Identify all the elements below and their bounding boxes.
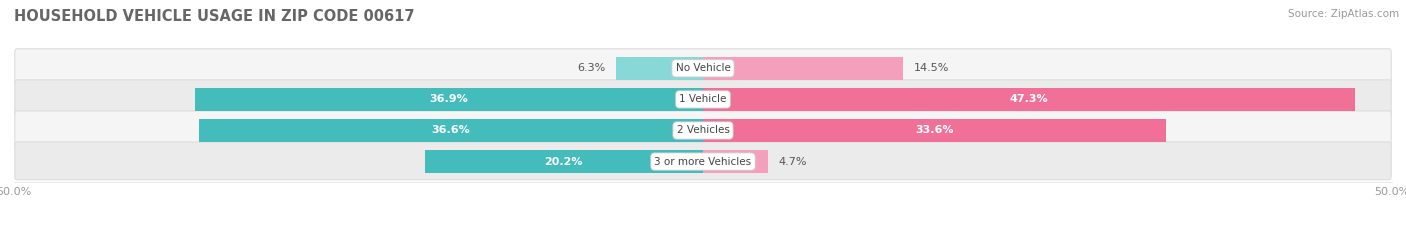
Text: 36.9%: 36.9% bbox=[429, 94, 468, 104]
Bar bbox=[616, 57, 703, 79]
FancyBboxPatch shape bbox=[14, 49, 1392, 87]
Text: 4.7%: 4.7% bbox=[779, 157, 807, 167]
FancyBboxPatch shape bbox=[14, 142, 1392, 180]
FancyBboxPatch shape bbox=[14, 111, 1392, 149]
Text: 1 Vehicle: 1 Vehicle bbox=[679, 94, 727, 104]
Text: 2 Vehicles: 2 Vehicles bbox=[676, 126, 730, 135]
Text: 36.6%: 36.6% bbox=[432, 126, 470, 135]
Text: 3 or more Vehicles: 3 or more Vehicles bbox=[654, 157, 752, 167]
Bar bbox=[194, 88, 703, 111]
Bar bbox=[703, 150, 768, 173]
Text: 20.2%: 20.2% bbox=[544, 157, 583, 167]
Bar bbox=[703, 119, 1166, 142]
Bar bbox=[198, 119, 703, 142]
Text: Source: ZipAtlas.com: Source: ZipAtlas.com bbox=[1288, 9, 1399, 19]
Bar bbox=[425, 150, 703, 173]
Text: 14.5%: 14.5% bbox=[914, 63, 949, 73]
Text: HOUSEHOLD VEHICLE USAGE IN ZIP CODE 00617: HOUSEHOLD VEHICLE USAGE IN ZIP CODE 0061… bbox=[14, 9, 415, 24]
Bar bbox=[703, 88, 1355, 111]
Bar bbox=[703, 57, 903, 79]
FancyBboxPatch shape bbox=[14, 80, 1392, 118]
Text: 47.3%: 47.3% bbox=[1010, 94, 1049, 104]
Text: No Vehicle: No Vehicle bbox=[675, 63, 731, 73]
Text: 6.3%: 6.3% bbox=[576, 63, 605, 73]
Text: 33.6%: 33.6% bbox=[915, 126, 953, 135]
